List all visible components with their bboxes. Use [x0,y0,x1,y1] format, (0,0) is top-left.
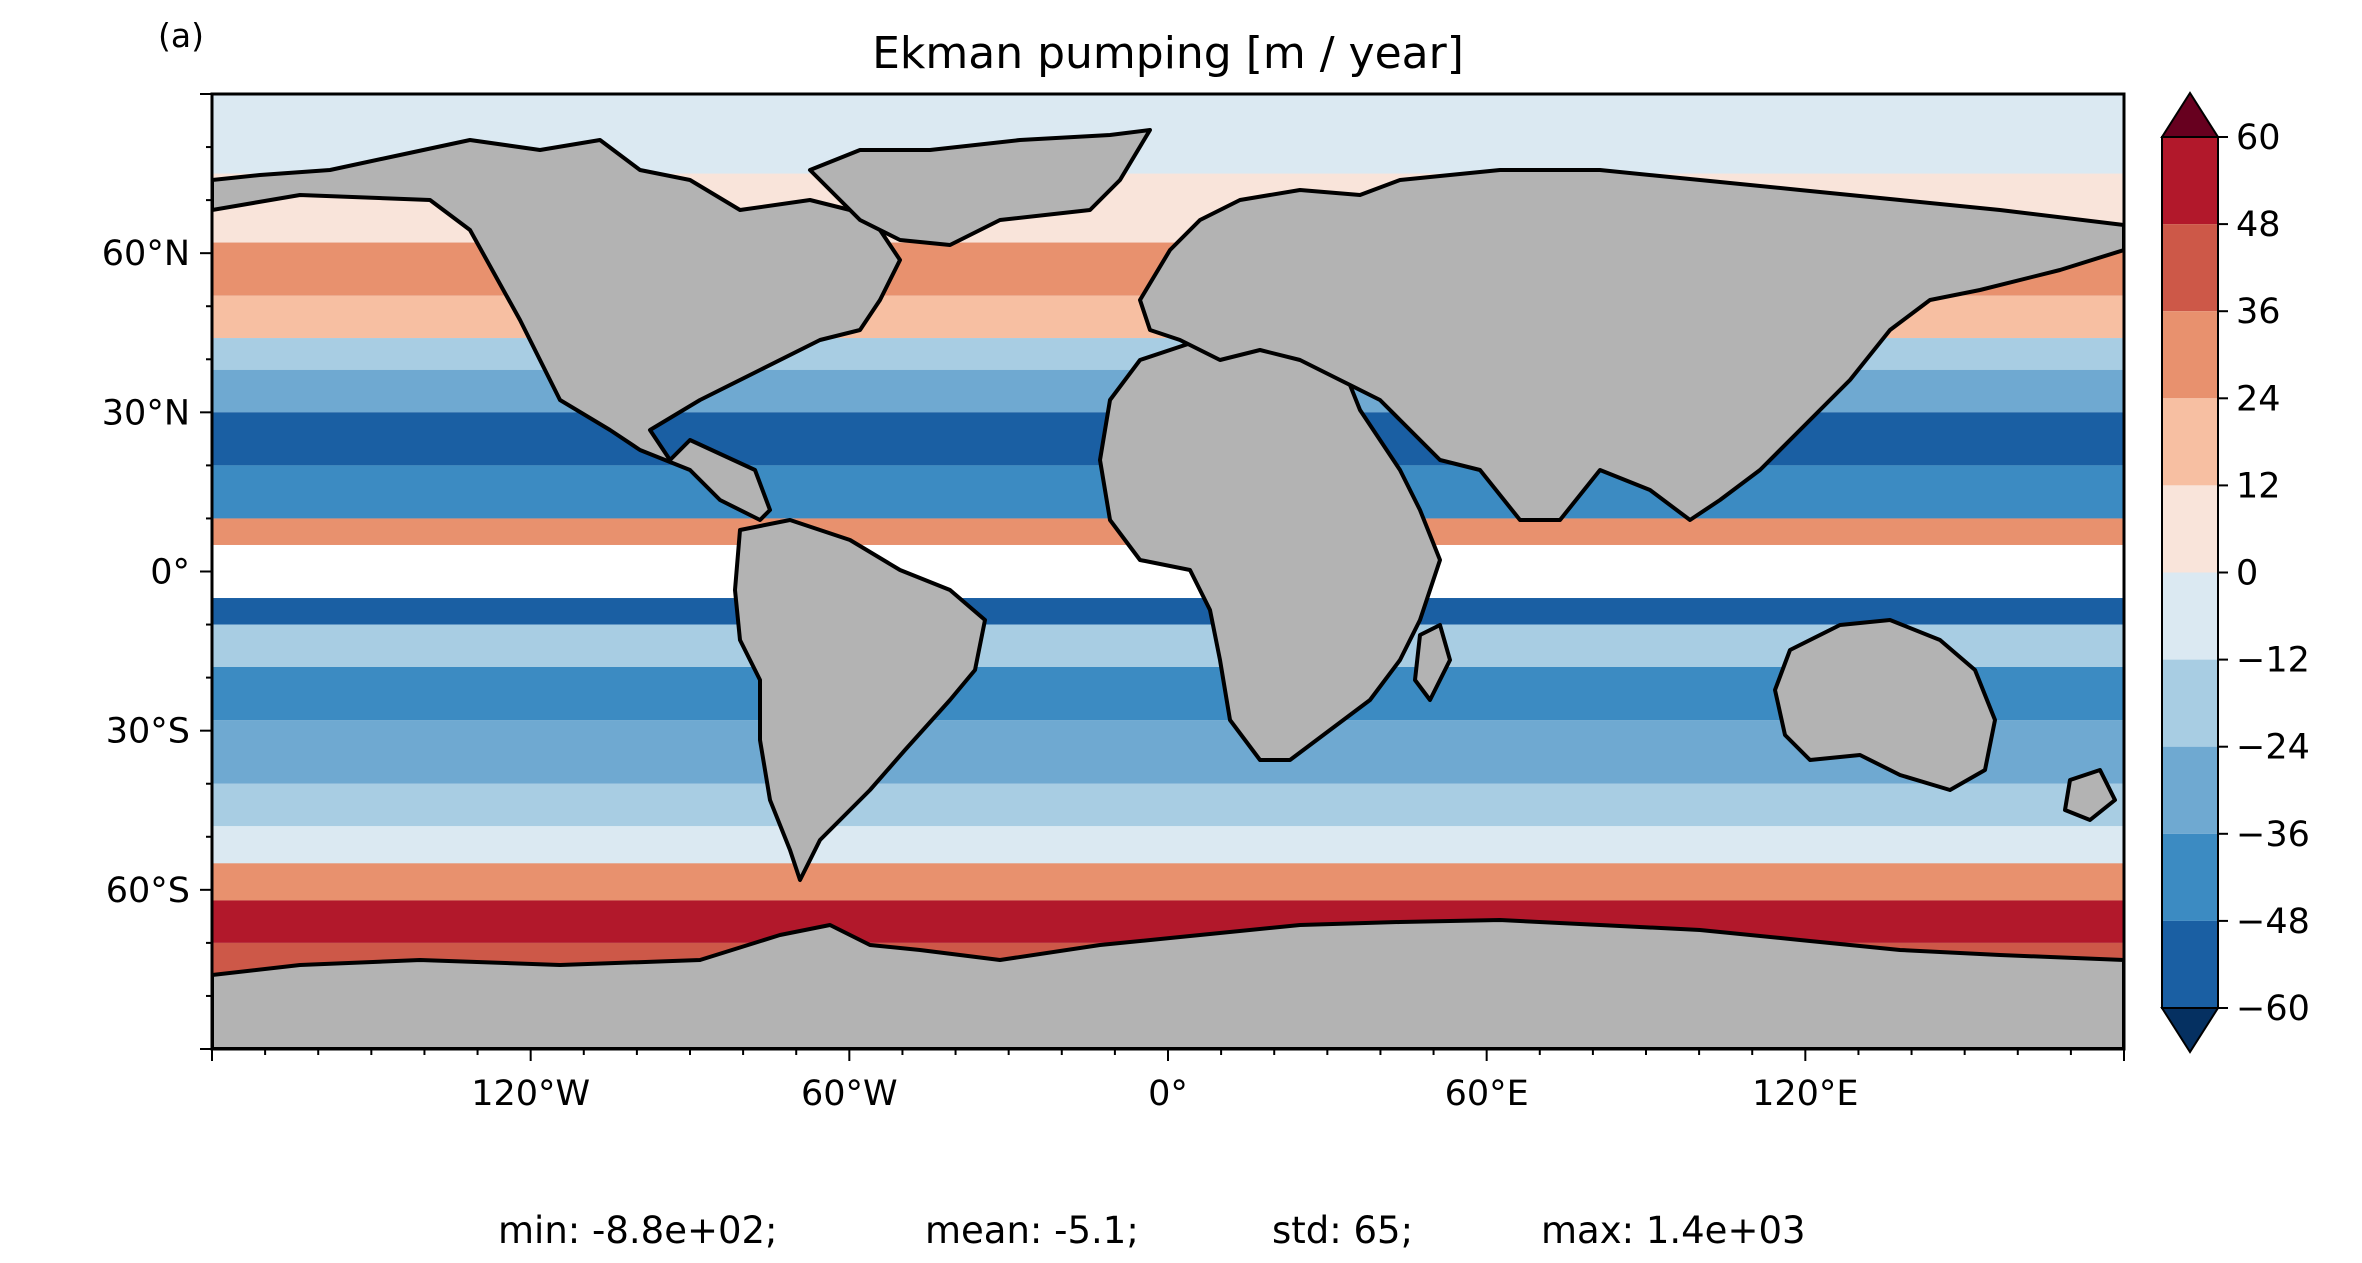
colorbar-segment [2162,137,2218,225]
landmass-greenland [808,128,1152,247]
colorbar-label: 36 [2236,292,2281,332]
landmass-south-america [733,518,987,882]
lat-tick-label: 30°S [106,712,190,752]
colorbar-segment [2162,746,2218,834]
colorbar-label: −48 [2236,902,2310,942]
lon-tick-label: 60°W [801,1074,898,1114]
colorbar-label: 12 [2236,466,2281,506]
stat-std: std: 65; [1272,1209,1413,1252]
colorbar-segment [2162,398,2218,486]
lat-tick-label: 0° [150,553,190,593]
longitude-axis: 120°W 60°W 0° 60°E 120°E [211,1049,2125,1114]
lat-tick-label: 60°N [102,234,190,274]
field-band [212,863,2124,901]
field-band [212,826,2124,864]
landmass-new-zealand [2063,768,2117,822]
land-masses [212,128,2124,1049]
colorbar-label: 60 [2236,118,2281,158]
stat-mean: mean: -5.1; [925,1209,1139,1252]
map-panel [212,94,2124,1049]
colorbar-label: −12 [2236,641,2310,681]
colorbar-segment [2162,659,2218,747]
field-band [212,900,2124,943]
colorbar-segment [2162,224,2218,312]
landmass-north-america [212,138,902,522]
field-band [212,783,2124,827]
lon-tick-label: 0° [1148,1074,1188,1114]
lon-tick-label: 120°E [1752,1074,1858,1114]
colorbar-label: 24 [2236,379,2281,419]
colorbar: 60 48 36 24 12 0 −12 −24 −36 −48 −60 [2160,91,2310,1054]
lon-tick-label: 120°W [471,1074,590,1114]
lat-tick-label: 30°N [102,393,190,433]
landmass-madagascar [1413,623,1452,702]
stat-min: min: -8.8e+02; [498,1209,778,1252]
panel-label: (a) [158,16,204,55]
lon-tick-label: 60°E [1445,1074,1529,1114]
stat-max: max: 1.4e+03 [1541,1209,1806,1252]
field-band [212,598,2124,625]
stats-line: min: -8.8e+02; mean: -5.1; std: 65; max:… [498,1209,1806,1252]
landmass-antarctica [212,918,2124,1049]
colorbar-segment [2162,572,2218,660]
latitude-axis: 60°N 30°N 0° 30°S 60°S [102,93,212,1050]
lat-tick-label: 60°S [106,871,190,911]
colorbar-label: −36 [2236,815,2310,855]
colorbar-segment [2162,920,2218,1008]
colorbar-label: 48 [2236,205,2281,245]
colorbar-extend-min [2160,1007,2220,1054]
colorbar-label: −24 [2236,728,2310,768]
map-title: Ekman pumping [m / year] [872,28,1464,79]
colorbar-segment [2162,485,2218,573]
colorbar-label: −60 [2236,989,2310,1029]
colorbar-label: 0 [2236,554,2258,594]
landmass-eurasia [1138,168,2124,522]
colorbar-extend-max [2160,91,2220,138]
colorbar-segment [2162,311,2218,399]
landmass-australia [1773,618,1997,792]
colorbar-segment [2162,833,2218,921]
